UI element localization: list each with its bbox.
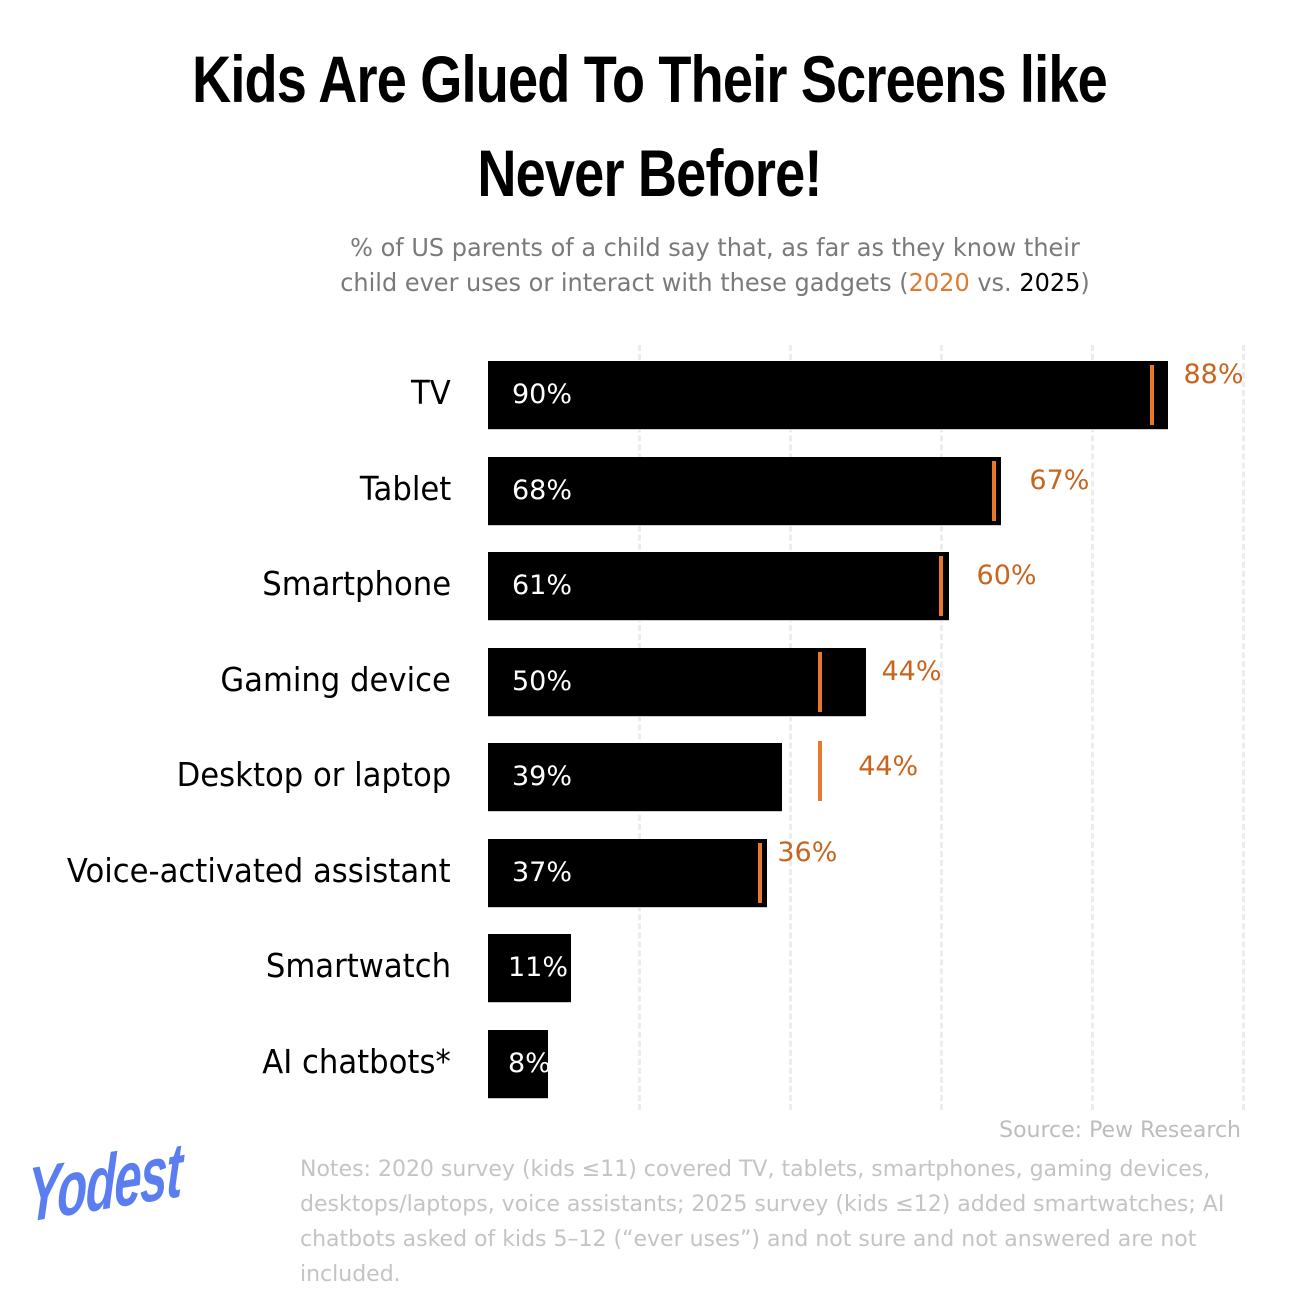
value-label-2025: 90% <box>512 379 573 410</box>
bar-row: AI chatbots* 8% <box>0 1029 1299 1098</box>
value-label-2025: 50% <box>512 665 573 697</box>
chart-subtitle: % of US parents of a child say that, as … <box>269 230 1162 300</box>
bar-2025: 61% <box>488 552 949 620</box>
gridline <box>789 345 792 1110</box>
category-label: TV <box>411 373 451 412</box>
chart-title-line-2: Never Before! <box>477 136 822 210</box>
value-label-2025: 61% <box>512 570 573 601</box>
marker-2020 <box>818 651 823 712</box>
gridline <box>638 345 641 1110</box>
notes-text: Notes: 2020 survey (kids ≤11) covered TV… <box>300 1157 1225 1287</box>
value-label-2020: 88% <box>1183 359 1244 390</box>
legend-2020: 2020 <box>908 268 970 297</box>
value-label-2020: 44% <box>881 655 942 687</box>
source-text: Source: Pew Research <box>999 1118 1241 1143</box>
subtitle-close: ) <box>1080 268 1090 297</box>
bar-row: Smartwatch 11% <box>0 934 1299 1002</box>
value-label-2025: 8% <box>508 1047 549 1079</box>
marker-2020 <box>1150 365 1155 425</box>
value-label-2025: 11% <box>508 952 569 983</box>
bar-2025: 8% <box>488 1029 549 1098</box>
bar-2025: 37% <box>488 838 768 907</box>
marker-2020 <box>939 556 943 616</box>
bar-2025: 90% <box>488 361 1168 429</box>
category-label: Smartphone <box>262 564 451 603</box>
bar-row: Gaming device 50% 44% <box>0 647 1299 716</box>
bar-row: Smartphone 61% 60% <box>0 552 1299 620</box>
category-label: Tablet <box>359 468 451 508</box>
yodest-logo: Yodest <box>27 1125 183 1239</box>
bar-row: Voice-activated assistant 37% 36% <box>0 836 1299 907</box>
bar-2025: 39% <box>488 743 783 811</box>
subtitle-line-2: child ever uses or interact with these g… <box>269 265 1162 300</box>
category-label: Voice-activated assistant <box>67 850 451 890</box>
subtitle-text: child ever uses or interact with these g… <box>340 268 909 297</box>
bar-row: Tablet 68% 67% <box>0 456 1299 525</box>
bar-2025: 11% <box>488 934 572 1002</box>
gridline <box>940 345 943 1110</box>
value-label-2020: 67% <box>1029 464 1090 496</box>
gridline <box>1242 345 1245 1110</box>
subtitle-line-1: % of US parents of a child say that, as … <box>350 233 1080 262</box>
bar-row: Desktop or laptop 39% 44% <box>0 741 1299 811</box>
category-label: Desktop or laptop <box>176 755 451 794</box>
category-label: AI chatbots* <box>262 1041 451 1081</box>
value-label-2025: 37% <box>512 856 573 888</box>
marker-2020 <box>991 460 996 521</box>
gridline <box>1091 345 1094 1110</box>
legend-2025: 2025 <box>1019 268 1081 297</box>
subtitle-vs: vs. <box>969 268 1020 297</box>
category-label: Smartwatch <box>265 946 451 985</box>
chart-title-line-1: Kids Are Glued To Their Screens like <box>192 42 1108 116</box>
bar-2025: 50% <box>488 647 866 716</box>
value-label-2020: 60% <box>976 560 1037 591</box>
value-label-2020: 36% <box>777 836 838 868</box>
category-label: Gaming device <box>220 659 451 699</box>
value-label-2020: 44% <box>858 751 919 782</box>
bar-row: TV 90% 88% <box>0 359 1299 429</box>
marker-2020 <box>818 741 823 801</box>
marker-2020 <box>757 842 762 903</box>
value-label-2025: 68% <box>512 474 573 506</box>
bar-2025: 68% <box>488 456 1002 525</box>
value-label-2025: 39% <box>512 761 573 792</box>
